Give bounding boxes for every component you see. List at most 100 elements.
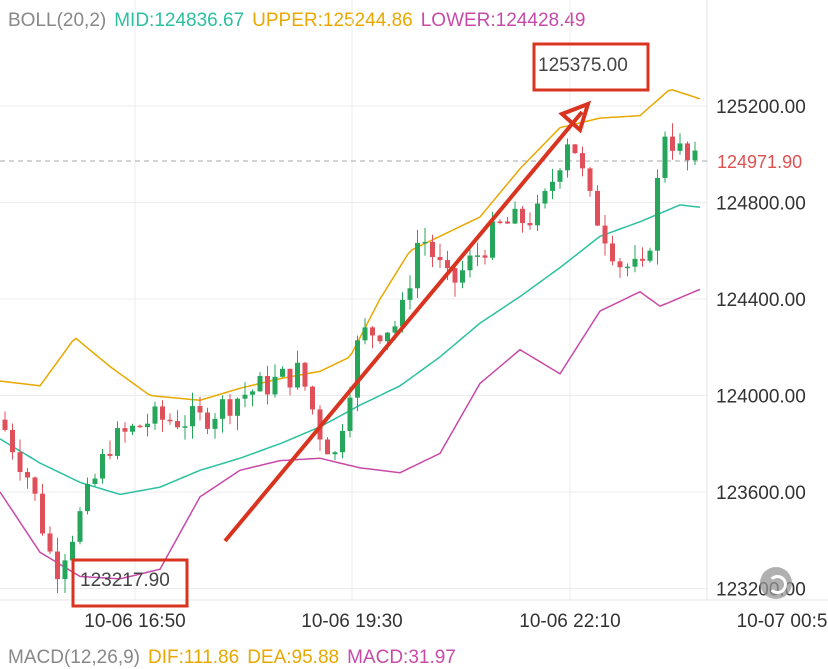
candle-body <box>272 376 278 395</box>
y-tick-label: 124000.00 <box>716 387 806 408</box>
candle-body <box>310 386 315 410</box>
boll-mid: MID:124836.67 <box>114 10 245 31</box>
candle-body <box>257 375 263 392</box>
candle-body <box>460 270 465 283</box>
candle-body <box>587 168 593 191</box>
x-tick-label: 10-07 00:5 <box>737 611 828 632</box>
candle-body <box>287 368 293 388</box>
trend-arrow-shaft <box>223 110 584 543</box>
candle-body <box>677 143 683 151</box>
candle-body <box>167 419 173 422</box>
candle-body <box>107 453 113 456</box>
candle-body <box>25 472 30 478</box>
candle-body <box>77 511 83 542</box>
candle-body <box>70 541 75 561</box>
high-marker-box <box>532 42 650 92</box>
candle-body <box>340 430 345 453</box>
candle-body <box>557 170 563 182</box>
candle-body <box>625 266 630 269</box>
boll-mid-line <box>0 204 701 496</box>
candle-body <box>550 181 555 191</box>
candle-body <box>572 144 578 154</box>
high-marker-label: 125375.00 <box>538 55 628 76</box>
candle-body <box>227 399 233 416</box>
candle-body <box>325 439 330 455</box>
candle-body <box>565 144 570 171</box>
candle-body <box>265 375 270 395</box>
boll-lower-line <box>0 288 701 580</box>
candle-body <box>190 406 195 427</box>
candle-body <box>647 250 653 261</box>
boll-upper: UPPER:125244.86 <box>252 10 413 31</box>
x-tick-label: 10-06 22:10 <box>519 611 620 632</box>
candle-body <box>10 429 15 453</box>
candle-body <box>535 203 540 226</box>
candle-body <box>655 177 660 251</box>
candle-body <box>160 406 165 420</box>
candle-body <box>182 426 188 428</box>
boll-upper-line <box>0 89 701 402</box>
boll-lower: LOWER:124428.49 <box>420 10 586 31</box>
candle-body <box>640 258 645 261</box>
low-marker-box <box>71 558 189 608</box>
candle-body <box>670 136 675 151</box>
candle-body <box>175 421 180 428</box>
candle-body <box>617 261 623 268</box>
low-marker-label: 123217.90 <box>80 570 170 591</box>
candle-body <box>130 425 135 432</box>
candle-body <box>527 223 533 226</box>
candle-body <box>632 258 638 267</box>
candle-body <box>62 560 68 580</box>
y-tick-label: 123600.00 <box>716 483 806 504</box>
y-tick-label: 124400.00 <box>716 290 806 311</box>
candle-body <box>685 143 690 161</box>
candle-body <box>220 399 225 419</box>
candle-body <box>512 208 518 224</box>
candle-body <box>445 260 450 269</box>
candle-body <box>2 419 8 430</box>
candle-body <box>602 225 608 244</box>
candle-body <box>100 453 105 479</box>
macd-value: MACD:31.97 <box>347 647 456 668</box>
candle-body <box>85 483 90 512</box>
candle-body <box>302 362 308 387</box>
x-tick-label: 10-06 16:50 <box>84 611 185 632</box>
candle-body <box>662 136 668 178</box>
candle-body <box>17 452 23 473</box>
candle-body <box>497 221 503 223</box>
candle-body <box>152 406 158 424</box>
candle-body <box>377 335 383 342</box>
macd-legend: MACD(12,26,9) DIF:111.86 DEA:95.88 MACD:31.… <box>8 647 464 669</box>
candle-body <box>490 221 495 258</box>
candle-body <box>595 190 600 226</box>
candle-body <box>40 493 45 534</box>
macd-name: MACD(12,26,9) <box>8 647 140 668</box>
candle-body <box>197 406 203 413</box>
candle-body <box>407 288 413 300</box>
candle-body <box>280 368 285 377</box>
candle-body <box>332 452 338 455</box>
candle-body <box>145 423 150 428</box>
trend-arrow-head <box>558 100 592 134</box>
refresh-icon[interactable] <box>760 567 792 599</box>
candle-body <box>92 478 98 484</box>
candle-body <box>55 551 60 580</box>
candle-body <box>610 243 615 262</box>
candle-body <box>212 418 218 429</box>
y-tick-label: 125200.00 <box>716 97 806 118</box>
candle-body <box>235 398 240 416</box>
last-price-label: 124971.90 <box>717 152 802 172</box>
candle-body <box>392 326 398 333</box>
candle-body <box>47 533 53 552</box>
candle-body <box>250 391 255 395</box>
boll-legend: BOLL(20,2) MID:124836.67 UPPER:125244.86 LO… <box>8 10 593 32</box>
candle-body <box>580 153 585 169</box>
candle-body <box>362 327 368 341</box>
candle-body <box>505 221 510 224</box>
candle-body <box>370 327 375 336</box>
candle-body <box>32 477 38 494</box>
candle-body <box>415 242 420 289</box>
candle-body <box>347 397 353 431</box>
candle-body <box>242 394 248 399</box>
